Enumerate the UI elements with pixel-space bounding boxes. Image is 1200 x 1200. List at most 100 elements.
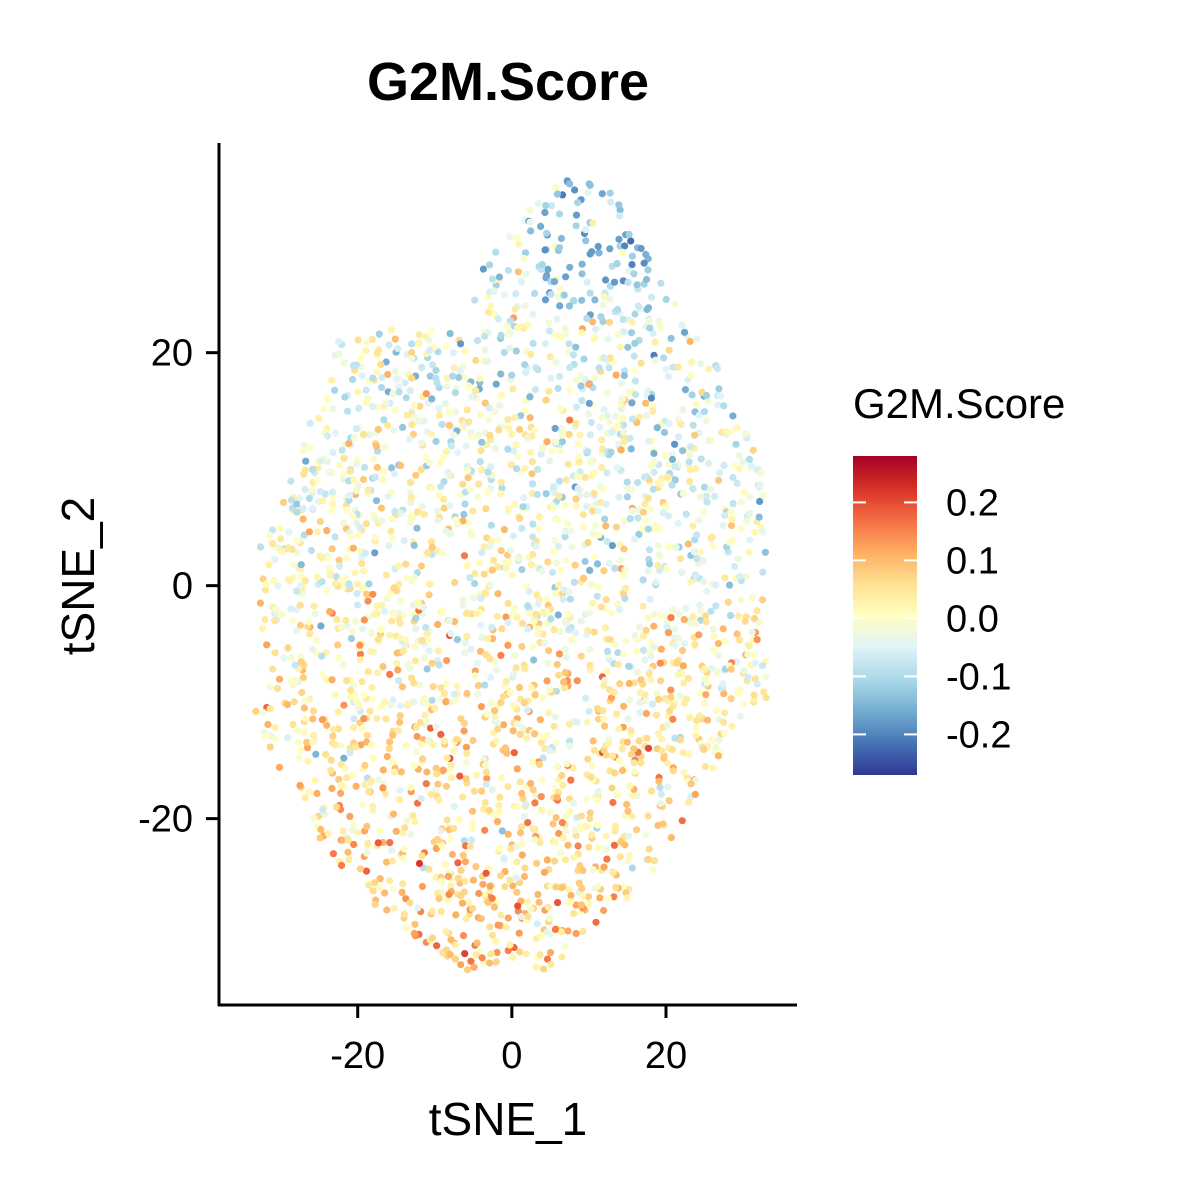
cell-point: [521, 864, 529, 872]
cell-point: [324, 554, 332, 562]
cell-point: [581, 557, 589, 566]
cell-point: [556, 285, 564, 293]
cell-point: [437, 877, 446, 885]
cell-point: [500, 854, 508, 862]
cell-point: [373, 463, 381, 472]
cell-point: [408, 577, 416, 585]
cell-point: [589, 530, 597, 538]
cell-point: [463, 406, 471, 414]
cell-point: [521, 361, 529, 369]
cell-point: [423, 665, 431, 673]
cell-point: [259, 575, 267, 583]
cell-point: [691, 431, 699, 439]
cell-point: [352, 361, 360, 369]
cell-point: [400, 537, 408, 545]
cell-point: [460, 719, 468, 727]
cell-point: [554, 611, 562, 619]
cell-point: [709, 764, 717, 772]
cell-point: [647, 394, 656, 402]
cell-point: [620, 517, 628, 525]
cell-point: [703, 587, 711, 596]
cell-point: [658, 735, 666, 743]
cell-point: [728, 722, 736, 730]
cell-point: [735, 451, 744, 460]
cell-point: [600, 681, 608, 690]
cell-point: [559, 781, 567, 789]
cell-point: [308, 485, 316, 494]
cell-point: [535, 525, 543, 533]
cell-point: [529, 786, 537, 794]
cell-point: [403, 411, 411, 419]
cell-point: [645, 845, 653, 853]
cell-point: [615, 235, 623, 243]
cell-point: [396, 619, 404, 627]
cell-point: [379, 766, 387, 774]
cell-point: [402, 741, 410, 750]
cell-point: [301, 466, 309, 474]
cell-point: [379, 476, 387, 484]
cell-point: [510, 749, 518, 757]
cell-point: [543, 595, 551, 603]
cell-point: [596, 423, 604, 431]
cell-point: [406, 479, 415, 487]
cell-point: [733, 424, 741, 432]
cell-point: [474, 431, 482, 439]
cell-point: [486, 959, 494, 967]
cell-point: [671, 476, 679, 484]
cell-point: [608, 784, 616, 792]
cell-point: [293, 537, 301, 545]
cell-point: [687, 578, 695, 586]
cell-point: [620, 437, 628, 445]
cell-point: [383, 594, 391, 602]
cell-point: [703, 498, 711, 506]
cell-point: [740, 488, 749, 496]
cell-point: [502, 923, 510, 931]
cell-point: [463, 749, 471, 758]
cell-point: [532, 963, 540, 971]
cell-point: [541, 340, 549, 348]
cell-point: [533, 920, 542, 928]
legend-title: G2M.Score: [853, 380, 1065, 427]
cell-point: [354, 531, 363, 539]
cell-point: [703, 678, 711, 687]
cell-point: [644, 266, 652, 274]
cell-point: [624, 278, 632, 287]
cell-point: [637, 244, 645, 253]
cell-point: [432, 723, 440, 731]
cell-point: [626, 782, 634, 790]
cell-point: [561, 325, 569, 333]
cell-point: [356, 656, 365, 664]
cell-point: [650, 622, 658, 630]
cell-point: [556, 302, 564, 310]
cell-point: [573, 718, 581, 726]
cell-point: [603, 412, 612, 420]
cell-point: [655, 317, 663, 325]
cell-point: [389, 534, 397, 542]
cell-point: [423, 717, 431, 725]
cell-point: [367, 777, 375, 785]
cell-point: [335, 556, 343, 564]
cell-point: [581, 473, 589, 482]
cell-point: [382, 399, 390, 407]
cell-point: [761, 548, 770, 556]
cell-point: [287, 496, 296, 504]
cell-point: [666, 707, 674, 715]
cell-point: [610, 893, 618, 901]
cell-point: [524, 625, 532, 633]
cell-point: [676, 692, 684, 700]
cell-point: [510, 500, 518, 508]
cell-point: [373, 349, 381, 357]
cell-point: [504, 618, 512, 627]
cell-point: [445, 421, 453, 429]
cell-point: [561, 645, 569, 654]
cell-point: [440, 689, 448, 698]
cell-point: [654, 695, 663, 703]
cell-point: [418, 755, 426, 763]
cell-point: [340, 471, 348, 479]
cell-point: [568, 543, 576, 551]
cell-point: [689, 522, 697, 530]
cell-point: [420, 654, 428, 662]
cell-point: [631, 339, 639, 347]
cell-point: [410, 413, 418, 421]
cell-point: [298, 688, 306, 697]
